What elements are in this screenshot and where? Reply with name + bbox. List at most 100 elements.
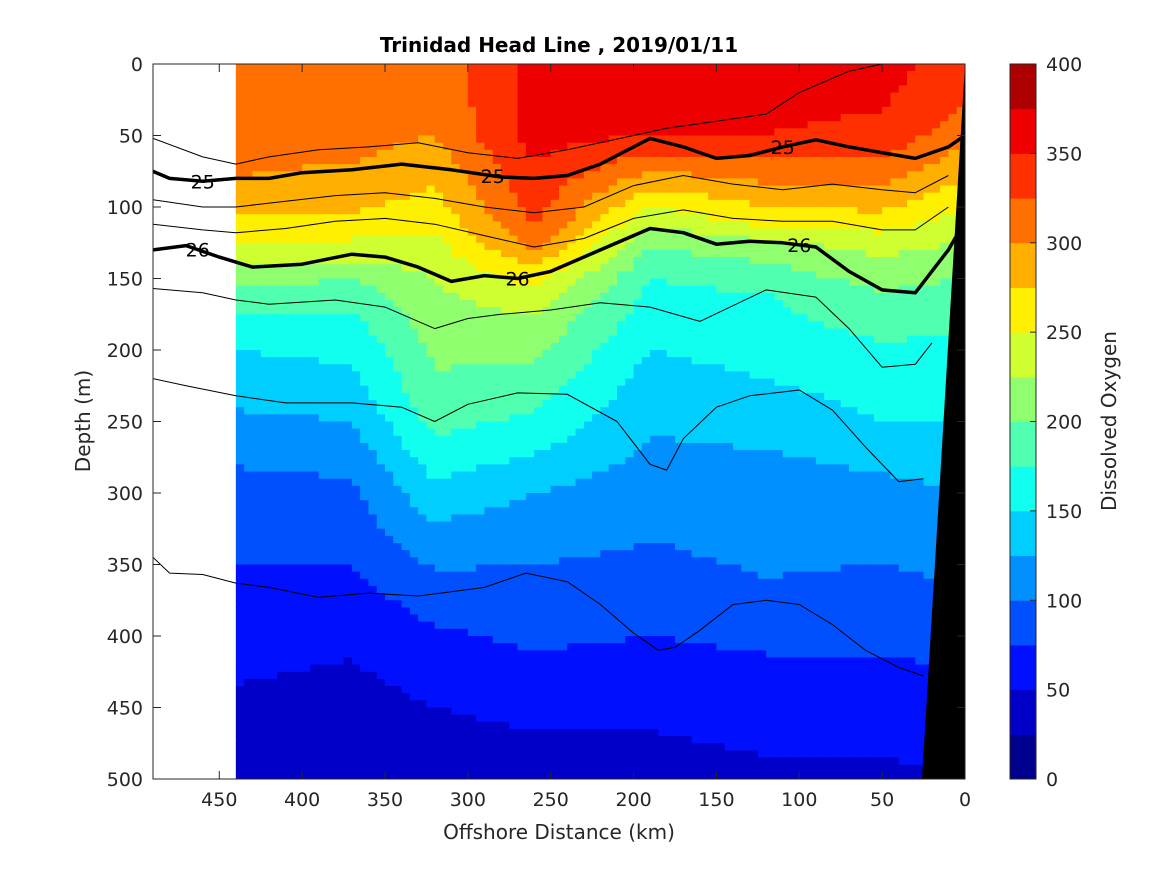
oxygen-cell	[509, 621, 519, 630]
oxygen-cell	[509, 686, 519, 694]
oxygen-cell	[335, 249, 345, 258]
oxygen-cell	[600, 743, 610, 751]
oxygen-cell	[368, 414, 378, 423]
oxygen-cell	[376, 121, 386, 129]
oxygen-cell	[459, 736, 469, 744]
oxygen-cell	[550, 235, 560, 244]
oxygen-cell	[600, 514, 610, 523]
oxygen-cell	[335, 164, 345, 172]
oxygen-cell	[327, 392, 336, 401]
oxygen-cell	[409, 371, 419, 380]
oxygen-cell	[517, 228, 527, 237]
oxygen-cell	[277, 678, 287, 687]
oxygen-cell	[260, 342, 270, 351]
oxygen-cell	[335, 442, 345, 451]
oxygen-cell	[633, 750, 643, 759]
oxygen-cell	[501, 671, 510, 680]
oxygen-cell	[625, 471, 635, 480]
oxygen-cell	[401, 664, 411, 673]
oxygen-cell	[592, 85, 602, 94]
oxygen-cell	[567, 557, 577, 566]
oxygen-cell	[244, 235, 254, 244]
oxygen-cell	[244, 156, 254, 165]
oxygen-cell	[501, 292, 510, 301]
oxygen-cell	[517, 400, 527, 408]
oxygen-cell	[641, 278, 651, 287]
oxygen-cell	[293, 771, 303, 779]
oxygen-cell	[509, 628, 519, 637]
oxygen-cell	[426, 728, 436, 737]
oxygen-cell	[327, 557, 336, 566]
oxygen-cell	[641, 636, 651, 644]
oxygen-cell	[443, 428, 452, 437]
oxygen-cell	[525, 593, 535, 601]
oxygen-cell	[567, 700, 577, 709]
oxygen-cell	[509, 400, 519, 408]
oxygen-cell	[269, 364, 278, 373]
oxygen-cell	[509, 485, 519, 494]
oxygen-cell	[385, 557, 394, 566]
oxygen-cell	[600, 464, 610, 473]
oxygen-cell	[550, 121, 560, 129]
oxygen-cell	[252, 392, 262, 401]
oxygen-cell	[376, 678, 386, 687]
oxygen-cell	[401, 285, 411, 294]
oxygen-cell	[368, 78, 378, 87]
oxygen-cell	[492, 600, 502, 608]
oxygen-cell	[235, 221, 245, 230]
oxygen-cell	[426, 207, 436, 215]
oxygen-cell	[451, 292, 461, 301]
oxygen-cell	[583, 307, 593, 315]
oxygen-cell	[277, 485, 287, 494]
oxygen-cell	[567, 550, 577, 558]
oxygen-cell	[393, 121, 403, 129]
oxygen-cell	[351, 235, 361, 244]
oxygen-cell	[492, 156, 502, 165]
oxygen-cell	[302, 392, 312, 401]
oxygen-cell	[327, 593, 336, 601]
oxygen-cell	[385, 185, 394, 194]
oxygen-cell	[368, 736, 378, 744]
oxygen-cell	[583, 757, 593, 766]
oxygen-cell	[575, 421, 585, 430]
oxygen-cell	[285, 307, 295, 315]
oxygen-cell	[550, 471, 560, 480]
oxygen-cell	[335, 242, 345, 251]
oxygen-cell	[302, 328, 312, 337]
oxygen-cell	[318, 78, 328, 87]
oxygen-cell	[600, 757, 610, 766]
oxygen-cell	[459, 514, 469, 523]
oxygen-cell	[492, 278, 502, 287]
oxygen-cell	[260, 521, 270, 530]
oxygen-cell	[418, 764, 428, 773]
oxygen-cell	[625, 771, 635, 779]
oxygen-cell	[592, 528, 602, 537]
oxygen-cell	[401, 750, 411, 759]
oxygen-cell	[434, 471, 444, 480]
oxygen-cell	[360, 493, 370, 501]
oxygen-cell	[517, 335, 527, 344]
oxygen-cell	[260, 92, 270, 101]
oxygen-cell	[285, 321, 295, 330]
oxygen-cell	[351, 350, 361, 358]
oxygen-cell	[385, 357, 394, 365]
oxygen-cell	[484, 135, 494, 144]
oxygen-cell	[501, 285, 510, 294]
oxygen-cell	[575, 128, 585, 137]
oxygen-cell	[260, 235, 270, 244]
oxygen-cell	[244, 271, 254, 280]
oxygen-cell	[443, 507, 452, 516]
oxygen-cell	[583, 485, 593, 494]
oxygen-cell	[293, 514, 303, 523]
oxygen-cell	[534, 342, 544, 351]
oxygen-cell	[385, 478, 394, 487]
oxygen-cell	[525, 442, 535, 451]
oxygen-cell	[443, 299, 452, 308]
oxygen-cell	[583, 671, 593, 680]
oxygen-cell	[302, 664, 312, 673]
oxygen-cell	[467, 493, 477, 501]
oxygen-cell	[302, 400, 312, 408]
oxygen-cell	[575, 678, 585, 687]
oxygen-cell	[451, 264, 461, 272]
oxygen-cell	[484, 500, 494, 508]
